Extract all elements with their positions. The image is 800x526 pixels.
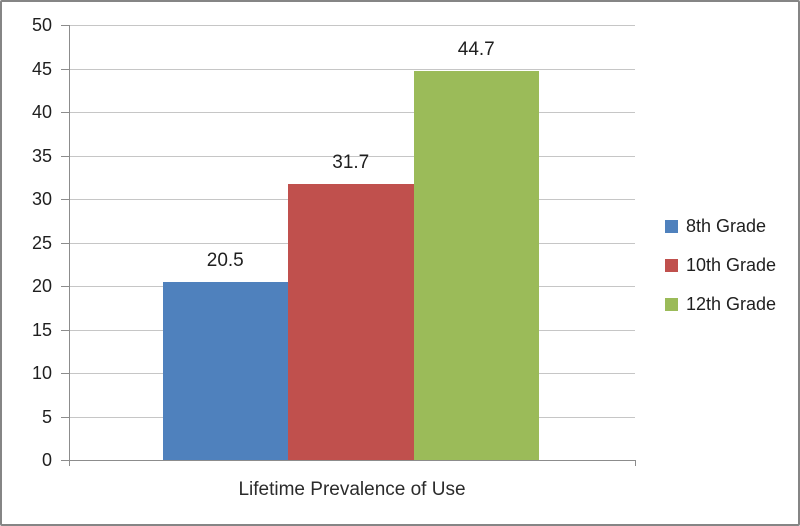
y-axis-tick-label: 35 bbox=[31, 146, 52, 166]
y-axis-tick bbox=[61, 69, 69, 70]
legend-item-8th-grade: 8th Grade bbox=[665, 215, 776, 237]
y-axis-tick-label: 0 bbox=[41, 450, 52, 470]
x-axis-line bbox=[69, 460, 635, 461]
y-axis-tick bbox=[61, 330, 69, 331]
y-axis-tick-label: 45 bbox=[31, 59, 52, 79]
y-axis-tick bbox=[61, 373, 69, 374]
legend-swatch-8th-grade bbox=[665, 219, 678, 233]
legend-item-12th-grade: 12th Grade bbox=[665, 293, 776, 315]
y-axis-tick bbox=[61, 25, 69, 26]
y-axis-tick-label: 40 bbox=[31, 102, 52, 122]
y-axis-tick bbox=[61, 286, 69, 287]
x-axis-tick bbox=[635, 460, 636, 466]
y-axis-tick-label: 20 bbox=[31, 276, 52, 296]
bar-8th-grade bbox=[162, 281, 288, 460]
gridline bbox=[69, 156, 635, 157]
legend-label-12th-grade: 12th Grade bbox=[686, 293, 777, 314]
y-axis-tick-label: 5 bbox=[41, 407, 52, 427]
y-axis-line bbox=[69, 25, 70, 466]
y-axis-tick-label: 10 bbox=[31, 363, 52, 383]
gridline bbox=[69, 112, 635, 113]
gridline bbox=[69, 69, 635, 70]
y-axis-tick-label: 25 bbox=[31, 233, 52, 253]
bar-12th-grade bbox=[413, 71, 539, 460]
bar-value-label-12th-grade: 44.7 bbox=[457, 39, 495, 61]
legend-swatch-10th-grade bbox=[665, 258, 678, 272]
y-axis-tick bbox=[61, 199, 69, 200]
bar-value-label-8th-grade: 20.5 bbox=[206, 249, 244, 271]
y-axis-tick-label: 50 bbox=[31, 15, 52, 35]
y-axis-tick bbox=[61, 243, 69, 244]
legend-item-10th-grade: 10th Grade bbox=[665, 254, 776, 276]
bar-value-label-10th-grade: 31.7 bbox=[332, 152, 370, 174]
legend: 8th Grade 10th Grade 12th Grade bbox=[665, 215, 776, 315]
x-axis-title: Lifetime Prevalence of Use bbox=[238, 479, 466, 500]
y-axis-tick-label: 15 bbox=[31, 320, 52, 340]
legend-swatch-12th-grade bbox=[665, 297, 678, 311]
y-axis-tick bbox=[61, 417, 69, 418]
gridline bbox=[69, 25, 635, 26]
y-axis-tick bbox=[61, 112, 69, 113]
x-axis-tick bbox=[69, 460, 70, 466]
y-axis-tick bbox=[61, 156, 69, 157]
legend-label-8th-grade: 8th Grade bbox=[686, 215, 767, 236]
y-axis-tick-label: 30 bbox=[31, 189, 52, 209]
y-axis-tick bbox=[61, 460, 69, 461]
legend-label-10th-grade: 10th Grade bbox=[686, 254, 777, 275]
bar-10th-grade bbox=[288, 184, 414, 460]
